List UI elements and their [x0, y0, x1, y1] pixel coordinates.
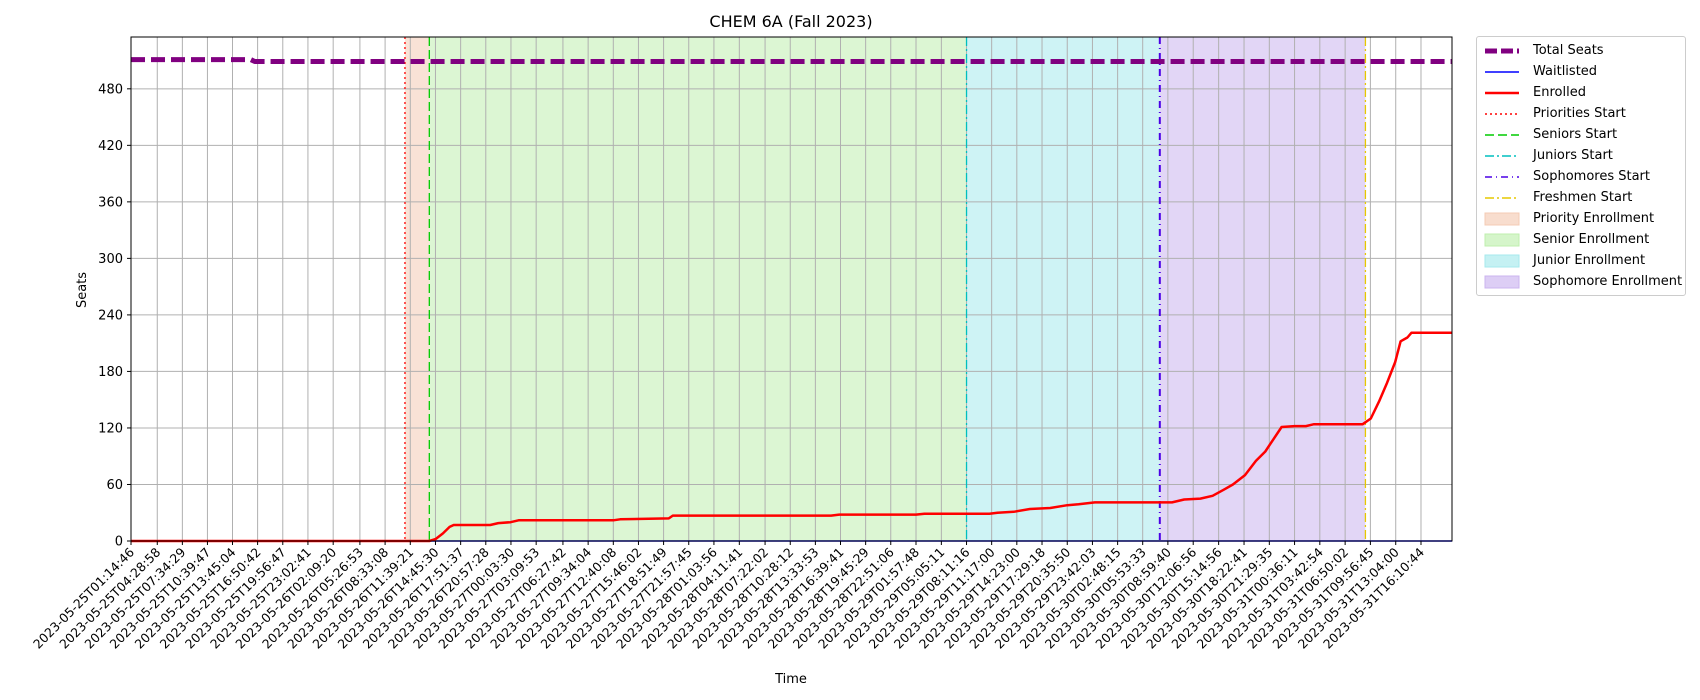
legend-item-priority-enrollment: Priority Enrollment — [1483, 208, 1679, 229]
y-tick-label: 420 — [98, 139, 123, 154]
span-senior-enrollment — [429, 37, 967, 541]
legend: Total Seats Waitlisted Enrolled Priorities … — [1476, 36, 1686, 296]
legend-label: Juniors Start — [1533, 148, 1613, 163]
chart-title: CHEM 6A (Fall 2023) — [709, 12, 872, 31]
y-tick-label: 120 — [98, 421, 123, 436]
phase-start-lines — [404, 37, 1367, 541]
legend-swatch — [1484, 212, 1520, 225]
legend-swatch — [1485, 112, 1519, 115]
legend-label: Waitlisted — [1533, 64, 1598, 79]
legend-swatch — [1485, 48, 1519, 53]
y-axis-label: Seats — [75, 272, 90, 308]
legend-swatch — [1484, 275, 1520, 288]
series-enrolled — [131, 331, 1452, 543]
plot-frame — [130, 36, 1453, 542]
grid — [130, 37, 1452, 542]
legend-item-total-seats: Total Seats — [1483, 40, 1679, 61]
legend-label: Sophomores Start — [1533, 169, 1650, 184]
span-sophomore-enrollment — [1159, 37, 1366, 541]
y-axis-ticks: 0 60 120 180 240 300 360 420 480 — [98, 82, 131, 550]
y-tick-label: 60 — [106, 478, 123, 493]
legend-swatch — [1485, 70, 1519, 73]
span-priority-enrollment — [404, 37, 430, 541]
legend-item-enrolled: Enrolled — [1483, 82, 1679, 103]
legend-label: Priorities Start — [1533, 106, 1626, 121]
legend-swatch — [1484, 254, 1520, 267]
legend-swatch — [1485, 91, 1519, 94]
legend-swatch — [1485, 196, 1519, 199]
legend-swatch — [1484, 233, 1520, 246]
span-junior-enrollment — [966, 37, 1160, 541]
legend-swatch — [1485, 133, 1519, 136]
legend-label: Senior Enrollment — [1533, 232, 1650, 247]
y-tick-label: 480 — [98, 82, 123, 97]
legend-label: Sophomore Enrollment — [1533, 274, 1683, 289]
legend-item-priorities-start: Priorities Start — [1483, 103, 1679, 124]
legend-item-senior-enrollment: Senior Enrollment — [1483, 229, 1679, 250]
series-total-seats — [131, 57, 1452, 64]
legend-swatch — [1485, 154, 1519, 157]
legend-item-sophomore-enrollment: Sophomore Enrollment — [1483, 271, 1683, 292]
y-tick-label: 240 — [98, 308, 123, 323]
legend-label: Enrolled — [1533, 85, 1586, 100]
x-axis-ticks: 2023-05-25T01:14:462023-05-25T04:28:5820… — [30, 541, 1427, 652]
legend-item-juniors-start: Juniors Start — [1483, 145, 1679, 166]
legend-label: Total Seats — [1533, 43, 1604, 58]
legend-label: Priority Enrollment — [1533, 211, 1655, 226]
y-tick-label: 300 — [98, 252, 123, 267]
y-tick-label: 180 — [98, 365, 123, 380]
legend-item-sophomores-start: Sophomores Start — [1483, 166, 1679, 187]
y-tick-label: 0 — [115, 535, 123, 550]
legend-swatch — [1485, 175, 1519, 178]
legend-label: Freshmen Start — [1533, 190, 1633, 205]
enrollment-spans — [404, 37, 1366, 541]
legend-item-freshmen-start: Freshmen Start — [1483, 187, 1679, 208]
legend-label: Junior Enrollment — [1533, 253, 1646, 268]
legend-item-seniors-start: Seniors Start — [1483, 124, 1679, 145]
legend-item-waitlisted: Waitlisted — [1483, 61, 1679, 82]
x-axis-label: Time — [774, 672, 807, 687]
y-tick-label: 360 — [98, 195, 123, 210]
legend-label: Seniors Start — [1533, 127, 1618, 142]
legend-item-junior-enrollment: Junior Enrollment — [1483, 250, 1679, 271]
